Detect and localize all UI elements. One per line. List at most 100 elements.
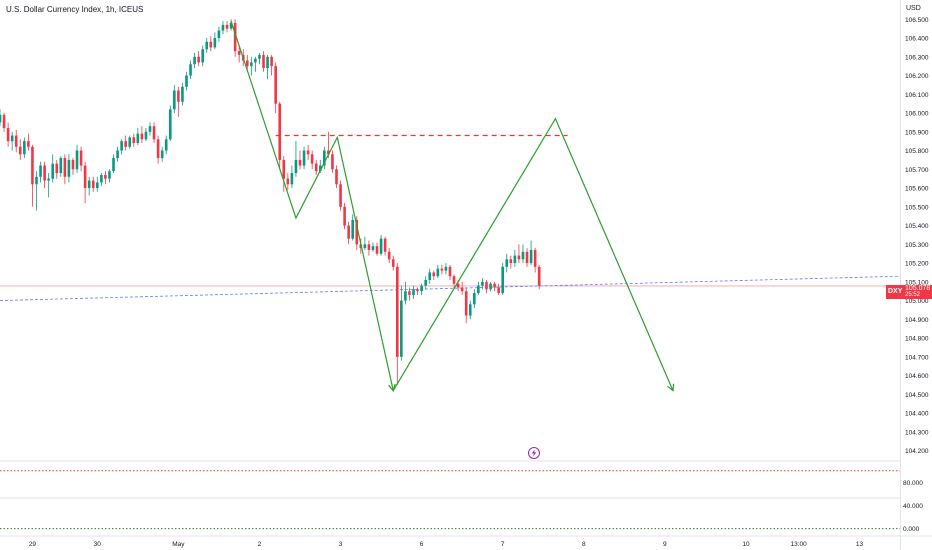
candle-body	[229, 23, 233, 29]
candle-body	[237, 51, 241, 55]
candle-body	[497, 287, 500, 294]
candle-body	[124, 141, 127, 147]
time-tick-label: 9	[663, 541, 667, 548]
candle-body	[2, 114, 6, 129]
candle-body	[343, 206, 346, 226]
candle-body	[63, 158, 67, 177]
candle-body	[533, 249, 537, 267]
candle-body	[424, 279, 427, 286]
candle-body	[91, 180, 95, 189]
candle-body	[529, 249, 533, 264]
candle-body	[537, 266, 541, 286]
candle-body	[302, 150, 306, 166]
candle-body	[201, 49, 205, 63]
candle-body	[177, 90, 180, 102]
candle-body	[521, 251, 525, 260]
price-tick-label: 104.800	[905, 336, 929, 343]
candle-body	[160, 150, 164, 159]
chart-title: U.S. Dollar Currency Index, 1h, ICEUS	[6, 5, 144, 14]
badge-value: 105.078	[905, 285, 931, 292]
lightning-bolt-glyph	[531, 449, 537, 457]
candle-body	[517, 255, 521, 260]
price-tick-label: 106.400	[905, 36, 929, 43]
time-tick-label: 13:00	[791, 541, 808, 548]
time-tick-label: 2	[258, 541, 262, 548]
candle-body	[27, 141, 30, 147]
candle-body	[485, 281, 488, 290]
candle-body	[513, 255, 517, 264]
badge-countdown: 25:52	[905, 292, 921, 298]
candle-body	[493, 283, 496, 288]
candle-body	[43, 165, 46, 181]
price-tick-label: 105.100	[905, 279, 929, 286]
candle-body	[335, 169, 338, 185]
candle-body	[144, 131, 148, 140]
price-tick-label: 105.900	[905, 129, 929, 136]
price-tick-label: 104.300	[905, 429, 929, 436]
candle-body	[456, 283, 460, 288]
candle-body	[314, 163, 318, 172]
candle-body	[71, 159, 75, 170]
candle-body	[79, 150, 83, 166]
candle-body	[270, 56, 273, 67]
candle-body	[104, 174, 107, 179]
candle-body	[31, 146, 34, 185]
price-tick-label: 106.100	[905, 92, 929, 99]
time-tick-label: 7	[501, 541, 505, 548]
candle-body	[181, 86, 184, 102]
candle-body	[473, 293, 476, 305]
candle-body	[35, 176, 38, 185]
candle-body	[436, 268, 440, 277]
price-scale[interactable]	[900, 0, 932, 550]
lightning-bolt-icon[interactable]	[528, 447, 540, 459]
candle-body	[221, 24, 225, 31]
candle-body	[339, 184, 342, 207]
candle-body	[55, 163, 59, 174]
price-tick-label: 105.500	[905, 204, 929, 211]
candle-body	[14, 135, 18, 147]
pattern-path	[230, 20, 674, 393]
candle-body	[51, 163, 55, 179]
candle-body	[185, 75, 188, 87]
last-price-badge: DXY 105.078 25:52	[886, 285, 932, 299]
candle-body	[250, 62, 253, 67]
candle-body	[0, 114, 2, 123]
candle-body	[233, 23, 237, 52]
candle-body	[168, 109, 172, 140]
candle-body	[95, 182, 99, 189]
candle-body	[387, 251, 391, 260]
candle-body	[464, 291, 468, 316]
price-tick-label: 106.300	[905, 54, 929, 61]
candle-body	[400, 300, 403, 357]
price-tick-label: 105.200	[905, 261, 929, 268]
candle-body	[189, 64, 192, 76]
candle-body	[205, 41, 209, 50]
candle-body	[282, 159, 286, 179]
candle-body	[468, 304, 472, 316]
candle-body	[132, 137, 136, 144]
candle-body	[116, 150, 119, 159]
candle-body	[100, 174, 103, 183]
candle-body	[323, 150, 326, 166]
candle-body	[262, 54, 265, 69]
candle-body	[481, 281, 484, 286]
candle-body	[404, 291, 407, 301]
candle-body	[258, 54, 261, 59]
price-tick-label: 105.700	[905, 167, 929, 174]
candle-body	[274, 66, 277, 104]
candle-body	[87, 180, 91, 189]
candle-body	[306, 150, 310, 155]
candle-body	[278, 103, 282, 160]
candle-body	[420, 285, 423, 292]
candle-body	[355, 219, 359, 245]
candle-body	[217, 30, 221, 39]
price-tick-label: 104.700	[905, 354, 929, 361]
candle-body	[197, 56, 200, 63]
oscillator-tick-label: 40.000	[903, 503, 923, 510]
candle-body	[371, 246, 375, 250]
candle-body	[416, 289, 419, 292]
candle-body	[39, 165, 42, 177]
price-tick-label: 104.400	[905, 411, 929, 418]
